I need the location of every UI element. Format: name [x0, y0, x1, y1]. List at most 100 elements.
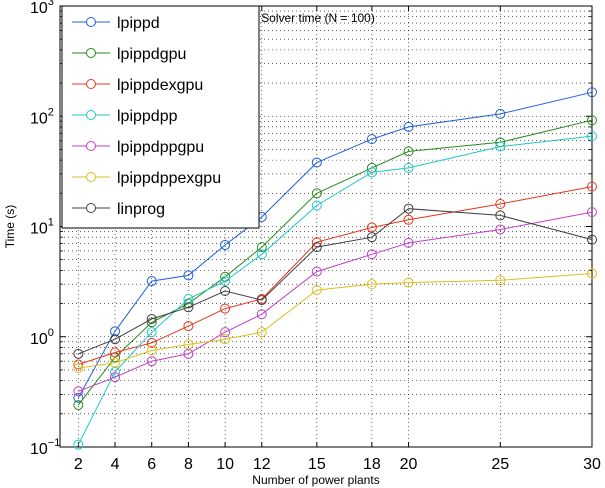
- data-point-lpippdexgpu: [495, 198, 506, 209]
- data-point-lpippd: [495, 108, 506, 119]
- data-point-lpippdexgpu: [220, 303, 231, 314]
- series-line-lpippdpp: [77, 135, 593, 445]
- data-point-lpippd: [110, 326, 121, 337]
- y-tick-label: 101: [30, 217, 54, 238]
- legend-label: lpippdppgpu: [117, 139, 204, 156]
- data-point-linprog: [311, 242, 322, 253]
- data-point-lpippdppexgpu: [73, 363, 84, 374]
- data-point-lpippdpp: [587, 131, 597, 142]
- data-point-linprog: [403, 203, 414, 214]
- data-point-linprog: [256, 295, 267, 306]
- data-point-lpippd: [403, 121, 414, 132]
- x-tick-label: 10: [216, 456, 234, 473]
- x-tick-label: 20: [400, 456, 418, 473]
- data-point-lpippdppgpu: [146, 356, 157, 367]
- y-tick-label: 102: [30, 106, 54, 127]
- data-point-lpippd: [220, 239, 231, 250]
- legend-label: lpippdexgpu: [117, 77, 203, 94]
- data-point-linprog: [587, 234, 597, 245]
- x-tick-label: 12: [253, 456, 271, 473]
- series-line-lpippdgpu: [77, 119, 593, 406]
- data-point-lpippdppgpu: [587, 207, 597, 218]
- data-point-lpippdgpu: [587, 115, 597, 126]
- data-point-lpippdppexgpu: [256, 327, 267, 338]
- data-point-lpippdexgpu: [110, 347, 121, 358]
- data-point-lpippdexgpu: [146, 337, 157, 348]
- series-line-linprog: [78, 208, 593, 355]
- data-point-lpippdgpu: [146, 317, 157, 328]
- data-point-lpippdppexgpu: [311, 285, 322, 296]
- data-point-lpippdpp: [366, 167, 377, 178]
- x-tick-label: 30: [583, 456, 601, 473]
- series-group: [73, 87, 597, 450]
- legend-marker: [86, 48, 96, 58]
- data-point-linprog: [73, 348, 84, 359]
- data-point-lpippdgpu: [73, 400, 84, 411]
- legend-label: lpippd: [117, 15, 160, 32]
- data-point-lpippdppgpu: [311, 266, 322, 277]
- data-point-lpippdpp: [146, 327, 157, 338]
- x-tick-label: 15: [308, 456, 326, 473]
- data-point-lpippdpp: [495, 141, 506, 152]
- data-point-lpippdpp: [256, 249, 267, 260]
- data-point-lpippdppexgpu: [587, 268, 597, 279]
- data-point-lpippd: [366, 134, 377, 145]
- data-point-lpippdgpu: [311, 188, 322, 199]
- data-point-lpippdppgpu: [256, 309, 267, 320]
- x-tick-label: 4: [111, 456, 120, 473]
- x-axis-label: Number of power plants: [252, 473, 379, 487]
- legend-marker: [86, 110, 96, 120]
- data-point-lpippdgpu: [256, 242, 267, 253]
- data-point-lpippdexgpu: [403, 214, 414, 225]
- data-point-lpippdppgpu: [110, 372, 121, 383]
- y-tick-label: 103: [30, 0, 54, 17]
- series-line-lpippdppgpu: [78, 211, 593, 392]
- data-point-lpippdexgpu: [73, 359, 84, 370]
- axes: 2 4 6 8 10 12 15 18 20 25 30 10−1 100 101 102 103: [30, 0, 601, 473]
- x-tick-label: 6: [147, 456, 156, 473]
- data-point-linprog: [110, 334, 121, 345]
- data-point-linprog: [220, 285, 231, 296]
- data-point-lpippdppgpu: [366, 249, 377, 260]
- legend-marker: [86, 79, 96, 89]
- legend-label: linprog: [117, 201, 165, 218]
- data-point-lpippdppexgpu: [183, 339, 194, 350]
- legend-marker: [86, 17, 96, 27]
- data-point-lpippdpp: [183, 293, 194, 304]
- data-point-lpippdppexgpu: [220, 334, 231, 345]
- data-point-linprog: [366, 232, 377, 243]
- data-point-lpippdppgpu: [220, 327, 231, 338]
- x-tick-label: 25: [491, 456, 509, 473]
- data-point-lpippdppexgpu: [146, 345, 157, 356]
- series-line-lpippdppexgpu: [78, 273, 593, 369]
- data-point-lpippd: [587, 87, 597, 98]
- legend-label: lpippdppexgpu: [117, 170, 221, 187]
- legend-label: lpippdgpu: [117, 46, 186, 63]
- x-tick-label: 2: [74, 456, 83, 473]
- data-point-lpippdppexgpu: [366, 279, 377, 290]
- data-point-lpippdpp: [403, 162, 414, 173]
- data-point-lpippd: [146, 276, 157, 287]
- data-point-lpippdppgpu: [495, 224, 506, 235]
- data-point-lpippd: [73, 392, 84, 403]
- data-point-lpippdgpu: [403, 146, 414, 157]
- data-point-linprog: [183, 302, 194, 313]
- chart-title: Solver time (N = 100): [261, 11, 375, 25]
- y-axis-label: Time (s): [3, 205, 17, 249]
- x-tick-label: 8: [184, 456, 193, 473]
- data-point-lpippd: [183, 270, 194, 281]
- legend-marker: [86, 141, 96, 151]
- data-point-lpippdexgpu: [183, 321, 194, 332]
- data-point-lpippdpp: [311, 200, 322, 211]
- data-point-lpippdppexgpu: [495, 275, 506, 286]
- legend-label: lpippdpp: [117, 108, 178, 125]
- data-point-lpippdppgpu: [403, 237, 414, 248]
- data-point-linprog: [146, 313, 157, 324]
- y-tick-label: 10−1: [30, 437, 60, 458]
- legend-marker: [86, 203, 96, 213]
- legend: lpippd lpippdgpu lpippdexgpu lpippdpp lpippd…: [61, 5, 260, 229]
- legend-marker: [86, 172, 96, 182]
- y-tick-label: 100: [30, 327, 54, 348]
- series-line-lpippd: [77, 91, 593, 398]
